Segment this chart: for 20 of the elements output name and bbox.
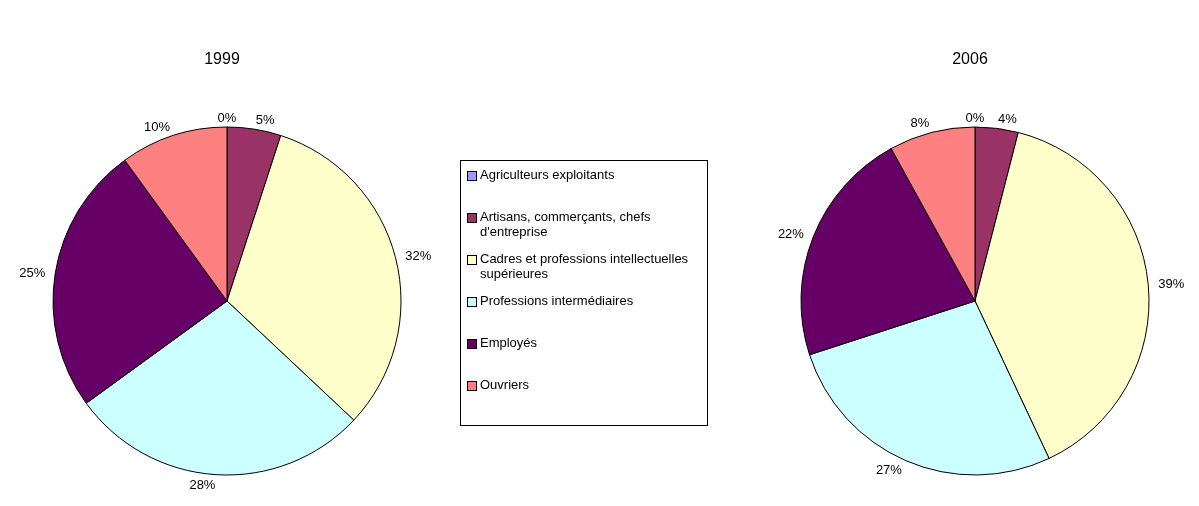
legend-label: Artisans, commerçants, chefs d'entreprise — [480, 209, 652, 239]
legend-label: Professions intermédiaires — [480, 293, 634, 308]
data-label: 32% — [405, 247, 432, 263]
text: 0% — [965, 109, 985, 125]
legend-label: Ouvriers — [480, 377, 530, 392]
data-label: 22% — [777, 225, 805, 241]
text: 0% — [217, 109, 237, 125]
data-label: 10% — [144, 118, 171, 134]
data-label: 25% — [19, 264, 46, 280]
data-label: 5% — [255, 111, 276, 127]
legend-label: Agriculteurs exploitants — [480, 167, 615, 182]
legend-label: Employés — [480, 335, 538, 350]
data-label: 8% — [910, 115, 930, 131]
slice-label: 1999 — [203, 50, 241, 68]
legend-label: Cadres et professions intellectuelles supérieures — [480, 251, 690, 281]
data-label: 4% — [998, 110, 1018, 126]
data-label: 28% — [189, 477, 216, 493]
data-label: 39% — [1158, 276, 1185, 292]
slice-label: 2006 — [951, 50, 989, 68]
data-label: 27% — [875, 462, 903, 478]
